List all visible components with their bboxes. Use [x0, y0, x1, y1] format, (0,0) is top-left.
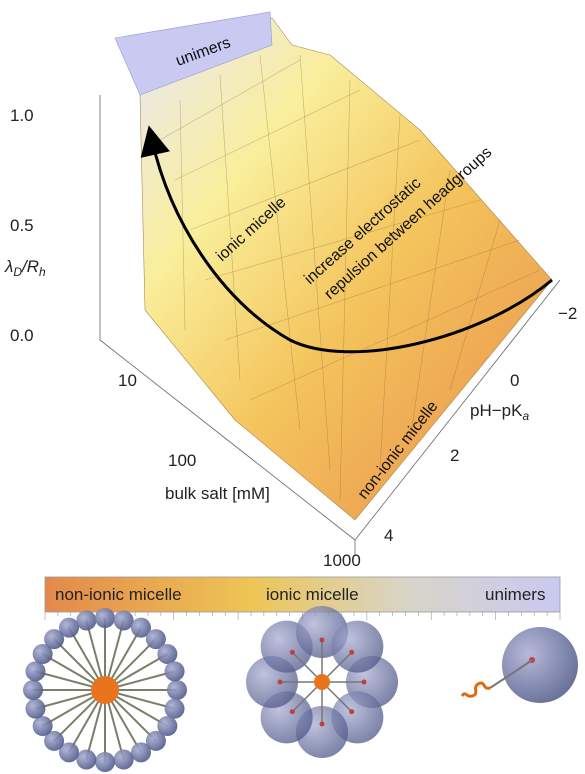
z-tick-label: 0.0	[10, 326, 34, 345]
shape	[164, 698, 185, 719]
ionic-micelle-illustration	[246, 606, 398, 758]
axes-box	[99, 95, 561, 555]
salt-tick-label: 100	[168, 451, 196, 470]
shape	[59, 742, 79, 763]
z-axis-label: λD/Rh	[4, 257, 46, 279]
label-part: h	[39, 265, 46, 279]
ph-tick-label: 2	[450, 446, 459, 465]
shape	[44, 629, 65, 650]
ph-tick-label: 4	[384, 526, 393, 545]
shape	[85, 699, 104, 760]
shape	[35, 691, 96, 710]
shape	[109, 627, 142, 682]
shape	[114, 670, 175, 689]
shape	[44, 730, 65, 751]
shape	[91, 676, 119, 704]
shape	[35, 670, 96, 689]
non-ionic-micelle-illustration	[23, 608, 187, 772]
surface-grid	[159, 54, 541, 501]
shape	[113, 610, 134, 631]
label-part: D	[13, 265, 22, 279]
shape	[145, 629, 166, 650]
label-part: a	[522, 409, 529, 423]
shape	[42, 653, 97, 686]
ph-tick-label: 0	[510, 371, 519, 390]
shape	[32, 716, 53, 736]
shape	[349, 649, 355, 655]
shape	[145, 730, 166, 751]
shape	[113, 694, 168, 727]
shape	[23, 680, 43, 700]
ph-axis-label: pH−pKa	[470, 401, 529, 423]
shape	[76, 749, 97, 770]
shape	[361, 679, 367, 685]
shape	[157, 644, 178, 664]
shape	[109, 698, 142, 753]
shape	[53, 638, 99, 684]
shape	[164, 661, 185, 682]
shape	[157, 716, 178, 736]
colorbar-label: non-ionic micelle	[55, 585, 182, 604]
shape	[114, 691, 175, 710]
shape	[113, 653, 168, 686]
label-part: /R	[21, 257, 39, 276]
shape	[349, 709, 355, 715]
shape	[106, 620, 125, 681]
unimers-band	[114, 11, 273, 96]
z-tick-label: 1.0	[10, 106, 34, 125]
shape	[289, 649, 295, 655]
salt-tick-label: 10	[118, 371, 137, 390]
unimer-illustration	[460, 627, 578, 703]
shape	[319, 721, 325, 727]
shape	[113, 749, 134, 770]
shape	[131, 617, 151, 638]
shape	[85, 620, 104, 681]
shape	[95, 608, 115, 628]
shape	[314, 674, 330, 690]
shape	[68, 698, 101, 753]
surface	[139, 17, 553, 521]
shape	[59, 617, 79, 638]
shape	[95, 752, 115, 772]
shape	[76, 610, 97, 631]
arrow	[140, 125, 553, 354]
shape	[25, 661, 46, 682]
shape	[111, 638, 157, 684]
z-tick-label: 0.5	[10, 216, 34, 235]
shape	[319, 637, 325, 643]
shape	[289, 709, 295, 715]
shape	[167, 680, 187, 700]
shape	[106, 699, 125, 760]
shape	[131, 742, 151, 763]
shape	[25, 698, 46, 719]
shape	[42, 694, 97, 727]
shape	[277, 679, 283, 685]
salt-axis-label: bulk salt [mM]	[165, 484, 270, 503]
salt-tick-label: 1000	[323, 551, 361, 570]
label-part: pH−pK	[470, 401, 523, 420]
shape	[111, 696, 157, 742]
colorbar-label: ionic micelle	[266, 585, 359, 604]
colorbar-label: unimers	[485, 585, 545, 604]
shape	[53, 696, 99, 742]
shape	[32, 644, 53, 664]
shape	[68, 627, 101, 682]
ph-tick-label: −2	[558, 304, 577, 323]
label-part: λ	[4, 257, 13, 276]
